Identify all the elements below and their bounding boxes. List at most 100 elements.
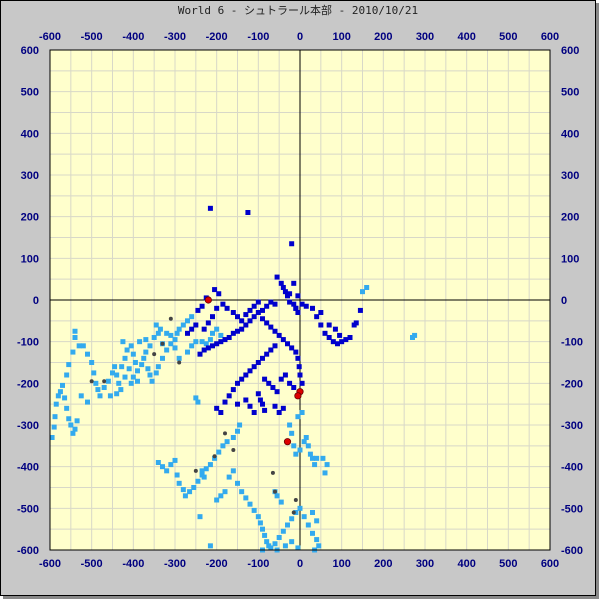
data-point-light	[118, 387, 124, 393]
data-point-dark	[205, 320, 211, 326]
data-point-light	[153, 322, 159, 328]
data-point-light	[243, 495, 249, 501]
data-point-dark	[339, 339, 345, 345]
data-point-light	[89, 360, 95, 365]
data-point-light	[301, 439, 307, 445]
data-point-light	[124, 347, 130, 353]
data-point-dark	[297, 372, 303, 378]
data-point-light	[197, 514, 203, 520]
data-point-dark	[276, 410, 282, 415]
data-point-dark	[239, 376, 245, 382]
data-point-light	[412, 332, 418, 338]
data-point-light	[289, 516, 295, 522]
data-point-light	[247, 501, 253, 507]
data-point-dark	[357, 307, 363, 313]
y-tick-label-right: 200	[561, 212, 579, 224]
data-point-dark	[347, 335, 353, 340]
x-tick-label-top: 200	[374, 31, 392, 43]
data-point-light	[218, 493, 224, 499]
data-point-dark	[230, 387, 236, 393]
data-point-light	[120, 339, 126, 345]
data-point-light	[176, 480, 182, 486]
data-point-light	[193, 395, 199, 401]
y-tick-label-left: -100	[17, 337, 39, 349]
data-point-dark	[251, 314, 257, 320]
y-tick-label-left: 300	[21, 170, 39, 182]
data-point-light	[137, 339, 143, 345]
data-point-light	[49, 435, 55, 440]
data-point-light	[291, 443, 297, 449]
data-point-dark	[293, 305, 299, 311]
data-point-light	[135, 378, 140, 384]
data-point-light	[360, 289, 365, 295]
y-tick-label-right: 600	[561, 45, 579, 57]
data-point-light	[168, 341, 174, 347]
tick-labels: -600-600-500-500-400-400-300-300-200-200…	[17, 31, 583, 570]
data-point-light	[107, 393, 113, 399]
data-point-light	[74, 418, 80, 424]
data-point-light	[307, 451, 313, 457]
data-point-light	[147, 372, 153, 378]
data-point-light	[62, 395, 68, 401]
data-point-dark	[287, 299, 293, 305]
x-tick-label-top: 100	[332, 31, 350, 43]
data-point-dark	[243, 397, 249, 403]
data-point-dark	[287, 380, 293, 386]
y-tick-label-left: -300	[17, 420, 39, 432]
data-point-light	[207, 543, 213, 549]
data-point-light	[151, 335, 157, 340]
y-tick-label-left: 200	[21, 212, 39, 224]
data-point-light	[199, 339, 205, 345]
data-point-light	[66, 416, 72, 422]
data-point-dark	[272, 403, 278, 409]
data-point-dark	[235, 380, 240, 386]
data-point-dark	[205, 345, 211, 351]
data-point-dark	[303, 303, 309, 309]
data-point-marker	[152, 352, 157, 357]
data-point-marker	[273, 489, 277, 494]
y-tick-label-right: -400	[561, 462, 583, 474]
data-point-dark	[289, 241, 295, 247]
data-point-marker	[177, 360, 182, 365]
data-point-dark	[220, 301, 226, 307]
data-point-dark	[199, 303, 205, 309]
y-tick-label-right: 100	[561, 253, 579, 265]
y-tick-label-right: 300	[561, 170, 579, 182]
data-point-dark	[264, 320, 270, 326]
data-point-dark	[266, 380, 272, 386]
y-tick-label-left: 0	[33, 295, 39, 307]
data-point-light	[189, 343, 195, 349]
data-point-dark	[264, 303, 270, 309]
data-point-light	[182, 493, 188, 499]
data-point-light	[72, 328, 78, 334]
data-point-dark	[197, 351, 203, 357]
data-point-light	[305, 443, 311, 449]
data-point-light	[155, 364, 161, 370]
data-point-light	[153, 370, 159, 376]
data-point-marker	[160, 341, 165, 346]
data-point-marker	[270, 470, 275, 475]
data-point-light	[235, 480, 240, 486]
data-point-dark	[326, 335, 332, 340]
data-point-light	[203, 466, 209, 472]
data-point-dark	[326, 322, 332, 328]
data-point-light	[132, 360, 138, 365]
data-point-dark	[262, 376, 268, 382]
data-point-light	[314, 537, 320, 543]
data-point-light	[237, 422, 243, 428]
y-tick-label-right: -500	[561, 503, 583, 515]
x-tick-label-bottom: -600	[39, 558, 61, 570]
data-point-light	[176, 355, 182, 361]
data-point-dark	[193, 322, 199, 328]
data-point-light	[218, 332, 224, 338]
data-point-light	[128, 380, 134, 386]
data-point-light	[187, 489, 193, 495]
data-point-light	[314, 455, 320, 461]
data-point-dark	[318, 322, 324, 328]
data-point-light	[191, 485, 197, 490]
data-point-dark	[247, 403, 253, 409]
data-point-light	[76, 343, 82, 349]
y-tick-label-right: 500	[561, 87, 579, 99]
data-point-dark	[224, 305, 230, 311]
axes	[50, 50, 550, 550]
